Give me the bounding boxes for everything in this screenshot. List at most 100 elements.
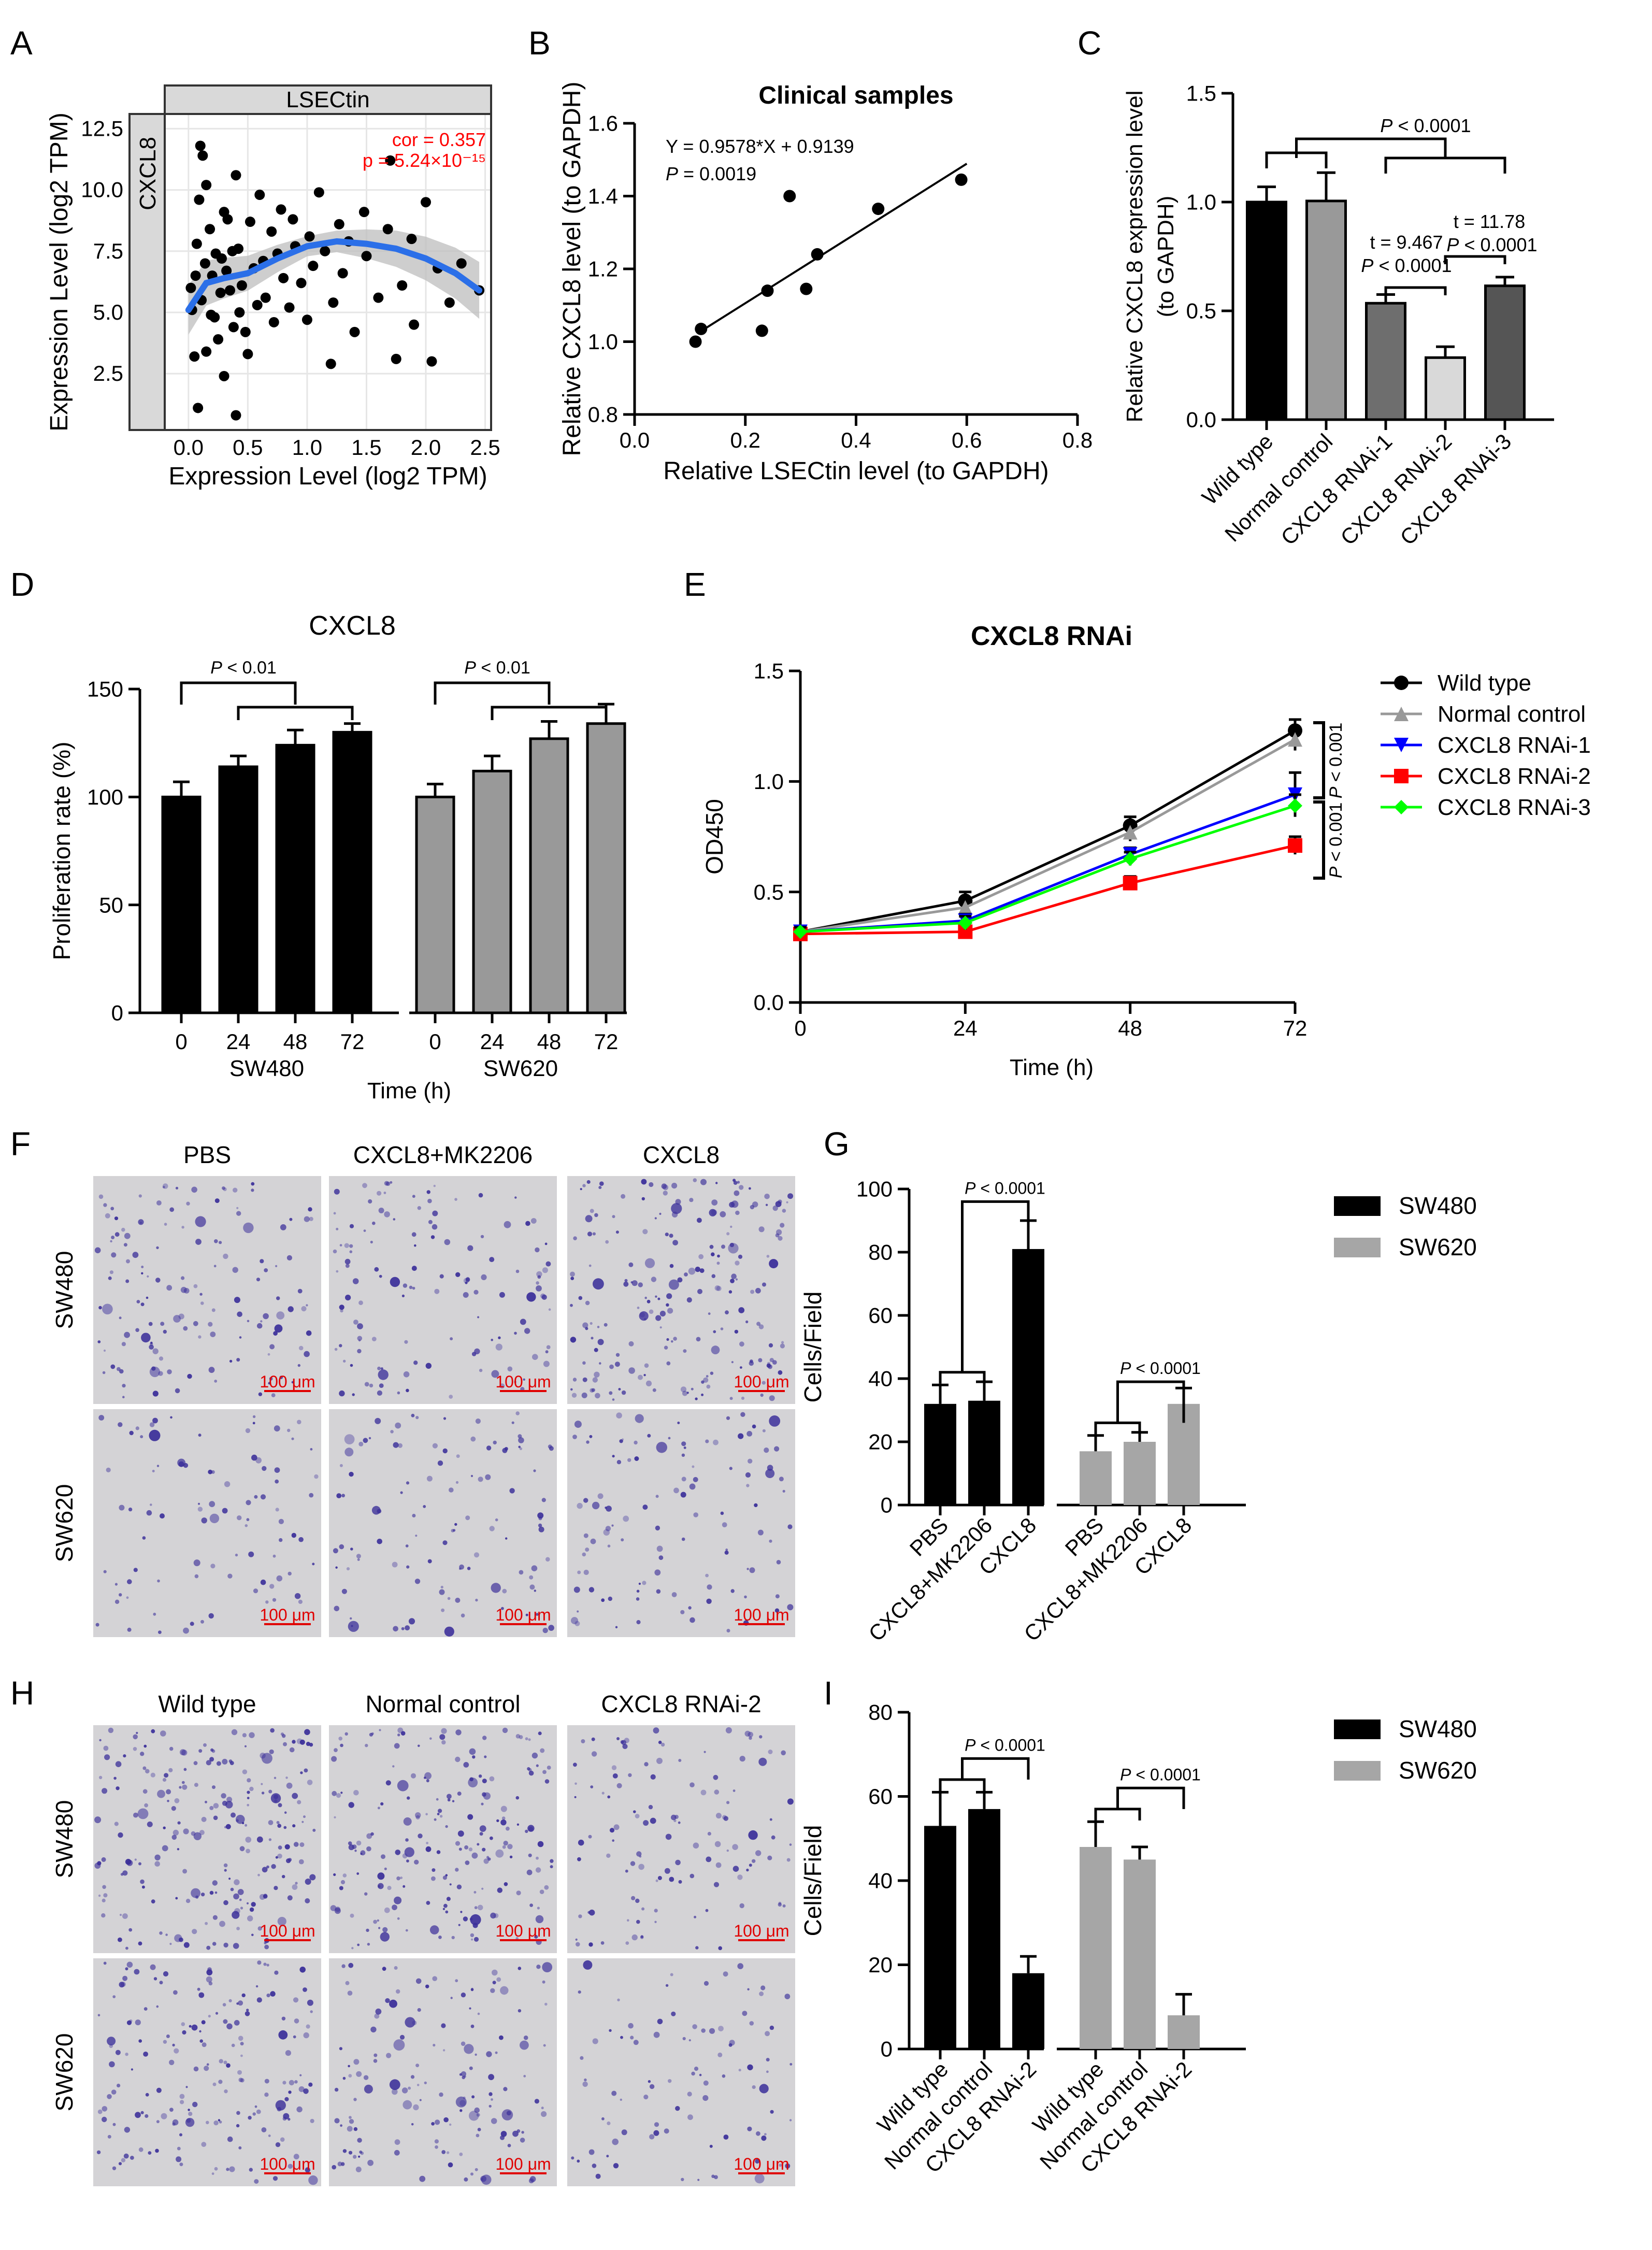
f-stained-cell [572,1435,577,1439]
h-stained-cell [292,1793,298,1799]
h-stained-cell [367,1943,370,1946]
h-stained-cell [392,2088,398,2095]
h-stained-cell [425,1846,432,1852]
f-stained-cell [588,1264,592,1267]
h-stained-cell [354,1850,357,1852]
h-stained-cell [304,1729,310,1736]
e-annotation-p2-value: < 0.001 [1326,802,1346,867]
h-stained-cell [162,1778,167,1782]
h-stained-cell [403,2100,412,2110]
panel-label-b: B [528,24,551,62]
f-stained-cell [590,1209,594,1213]
e-annotation-p1: P < 0.001 [1326,723,1346,799]
f-stained-cell [673,1487,679,1494]
h-stained-cell [261,2127,267,2132]
f-stained-cell [749,1360,754,1366]
f-stained-cell [680,1492,686,1498]
e-series-wild-type-line [800,729,1296,933]
f-stained-cell [587,1231,593,1237]
h-stained-cell [787,1798,794,1805]
h-stained-cell [471,1852,478,1859]
f-stained-cell [390,1277,400,1287]
h-stained-cell [441,2150,446,2154]
f-stained-cell [745,1472,751,1478]
e-annotation-p2-p: P [1326,866,1346,878]
h-stained-cell [571,2156,574,2160]
h-stained-cell [285,2050,292,2056]
h-stained-cell [482,1736,487,1740]
h-stained-cell [635,1814,640,1818]
h-stained-cell [305,1898,310,1903]
h-stained-cell [429,1737,432,1740]
h-stained-cell [754,2173,765,2184]
h-stained-cell [282,1875,285,1879]
c-y-tick-label: 1.5 [1186,81,1216,106]
h-stained-cell [588,2149,595,2155]
f-stained-cell [124,1331,131,1338]
f-stained-cell [737,1181,740,1184]
h-stained-cell [375,2008,382,2015]
h-stained-cell [155,2148,159,2153]
h-stained-cell [588,1909,595,1916]
h-stained-cell [119,1914,122,1916]
h-stained-cell [424,2081,427,2085]
h-stained-cell [541,2106,544,2110]
f-stained-cell [136,1300,140,1303]
h-stained-cell [426,1779,429,1783]
h-stained-cell [742,2011,748,2016]
h-stained-cell [264,2079,269,2084]
h-stained-cell [173,1829,179,1836]
f-stained-cell [541,1498,546,1502]
c-bar [1365,302,1406,421]
f-stained-cell [544,1242,548,1245]
f-stained-cell [110,1240,112,1243]
h-stained-cell [359,2151,363,2154]
h-stained-cell [691,2071,695,2076]
i-bar-sw480 [1012,1973,1044,2049]
h-micrograph-background [567,1958,795,2186]
f-stained-cell [239,1336,242,1339]
h-stained-cell [162,1845,168,1852]
f-stained-cell [774,1446,780,1452]
h-stained-cell [378,1927,381,1929]
f-stained-cell [525,1221,530,1226]
h-stained-cell [500,1986,509,1995]
f-stained-cell [586,1180,591,1184]
h-stained-cell [507,1844,513,1850]
e-y-tick-label: 1.0 [754,769,784,794]
h-stained-cell [229,2166,235,2172]
h-stained-cell [465,1860,470,1865]
f-stained-cell [741,1396,745,1400]
h-stained-cell [709,2028,715,2034]
h-stained-cell [247,1790,250,1794]
d-annotation-p1-p: P [210,658,222,678]
h-stained-cell [352,1844,357,1850]
h-stained-cell [541,2111,547,2117]
h-stained-cell [471,1938,473,1941]
h-stained-cell [445,1910,449,1914]
e-x-tick-label: 0 [794,1016,806,1040]
h-stained-cell [732,1866,739,1872]
f-stained-cell [384,1211,390,1217]
f-stained-cell [644,1258,655,1268]
h-stained-cell [247,1797,250,1800]
f-stained-cell [514,1381,517,1383]
f-stained-cell [624,1279,628,1282]
h-stained-cell [606,1853,611,1858]
f-stained-cell [766,1255,770,1258]
h-stained-cell [781,1750,786,1756]
h-stained-cell [353,2127,358,2131]
f-stained-cell [344,1448,354,1457]
h-stained-cell [249,1732,255,1738]
a-data-point [296,278,307,289]
f-micrograph: 100 μm [567,1176,795,1404]
h-stained-cell [191,2024,198,2031]
h-stained-cell [417,2008,421,2012]
h-stained-cell [247,1778,251,1783]
h-stained-cell [138,2039,142,2043]
f-stained-cell [599,1181,604,1186]
h-stained-cell [650,1817,656,1824]
f-stained-cell [276,1296,280,1300]
f-stained-cell [623,1515,629,1522]
a-data-point [266,226,277,237]
